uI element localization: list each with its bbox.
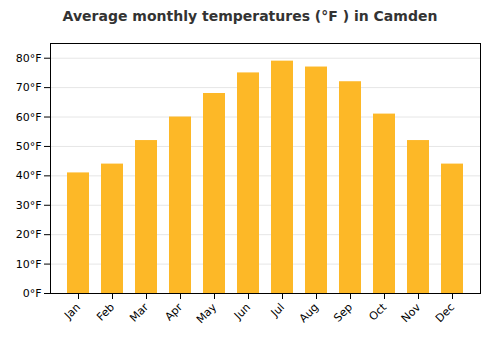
- svg-text:Mar: Mar: [127, 300, 151, 324]
- svg-text:40°F: 40°F: [16, 169, 42, 182]
- svg-text:80°F: 80°F: [16, 52, 42, 65]
- svg-text:Aug: Aug: [297, 301, 321, 325]
- svg-text:Apr: Apr: [162, 300, 185, 323]
- svg-text:Jul: Jul: [268, 301, 287, 320]
- svg-text:Oct: Oct: [366, 300, 389, 323]
- svg-text:Jun: Jun: [231, 301, 253, 323]
- svg-text:Dec: Dec: [433, 301, 457, 325]
- svg-text:Sep: Sep: [331, 301, 355, 325]
- svg-text:Jan: Jan: [61, 301, 83, 323]
- svg-text:50°F: 50°F: [16, 140, 42, 153]
- svg-text:20°F: 20°F: [16, 228, 42, 241]
- svg-text:Nov: Nov: [399, 300, 424, 325]
- svg-text:60°F: 60°F: [16, 111, 42, 124]
- svg-text:Feb: Feb: [94, 301, 117, 324]
- svg-text:10°F: 10°F: [16, 258, 42, 271]
- svg-text:May: May: [194, 300, 220, 326]
- svg-text:30°F: 30°F: [16, 199, 42, 212]
- html-text:Average monthly temperatures (: Average monthly temperatures (°F ) in Ca…: [62, 8, 438, 24]
- svg-text:0°F: 0°F: [23, 287, 42, 300]
- svg-text:70°F: 70°F: [16, 81, 42, 94]
